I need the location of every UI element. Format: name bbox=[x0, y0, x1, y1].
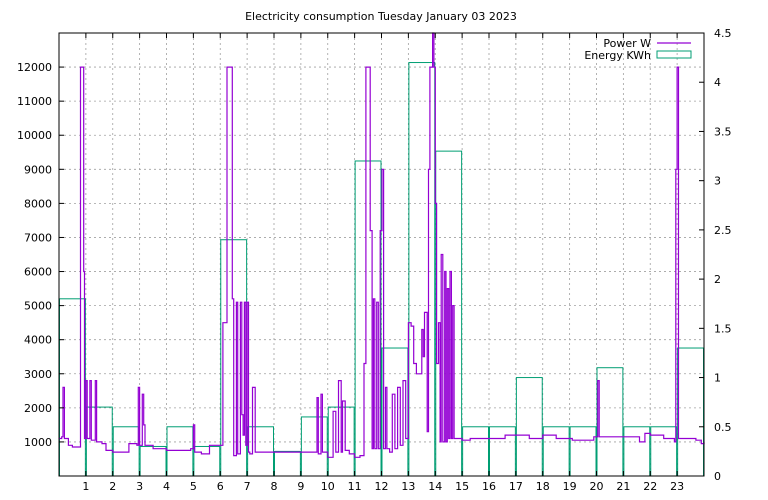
chart-legend: Power W Energy KWh bbox=[584, 37, 692, 62]
y2-tick-label: 0.5 bbox=[714, 421, 732, 434]
x-tick-label: 3 bbox=[136, 480, 143, 493]
x-tick-label: 7 bbox=[244, 480, 251, 493]
energy-bar bbox=[515, 377, 543, 477]
x-tick-label: 13 bbox=[401, 480, 415, 493]
x-tick-label: 12 bbox=[375, 480, 389, 493]
power-series-line bbox=[59, 32, 705, 458]
y-tick-label: 10000 bbox=[17, 129, 52, 142]
y-tick-label: 4000 bbox=[24, 334, 52, 347]
y2-tick-label: 1 bbox=[714, 372, 721, 385]
x-tick-label: 14 bbox=[428, 480, 442, 493]
x-tick-label: 17 bbox=[509, 480, 523, 493]
chart-title: Electricity consumption Tuesday January … bbox=[245, 10, 517, 23]
y-tick-label: 1000 bbox=[24, 436, 52, 449]
energy-bar bbox=[247, 426, 274, 477]
x-tick-label: 4 bbox=[163, 480, 170, 493]
energy-bar bbox=[139, 445, 167, 477]
energy-bar bbox=[112, 426, 140, 477]
x-tick-label: 1 bbox=[82, 480, 89, 493]
y2-tick-label: 1.5 bbox=[714, 322, 732, 335]
y2-tick-label: 2 bbox=[714, 273, 721, 286]
y-tick-label: 6000 bbox=[24, 266, 52, 279]
y-tick-label: 12000 bbox=[17, 61, 52, 74]
energy-bar bbox=[569, 426, 597, 477]
x-tick-label: 9 bbox=[297, 480, 304, 493]
y2-tick-label: 4.5 bbox=[714, 27, 732, 40]
energy-bar bbox=[408, 62, 436, 477]
y2-tick-label: 0 bbox=[714, 470, 721, 483]
y2-tick-label: 2.5 bbox=[714, 224, 732, 237]
energy-bar bbox=[489, 426, 516, 477]
energy-bar bbox=[677, 347, 704, 477]
y2-tick-label: 3 bbox=[714, 175, 721, 188]
y-tick-label: 9000 bbox=[24, 163, 52, 176]
x-tick-label: 23 bbox=[670, 480, 684, 493]
energy-bar bbox=[193, 445, 221, 477]
y2-tick-label: 4 bbox=[714, 76, 721, 89]
y-tick-label: 7000 bbox=[24, 231, 52, 244]
energy-bar bbox=[462, 426, 489, 477]
x-tick-label: 11 bbox=[348, 480, 362, 493]
x-tick-label: 21 bbox=[616, 480, 630, 493]
x-tick-label: 6 bbox=[217, 480, 224, 493]
x-tick-label: 15 bbox=[455, 480, 469, 493]
x-tick-label: 16 bbox=[482, 480, 496, 493]
x-tick-label: 2 bbox=[109, 480, 116, 493]
legend-swatch-energy bbox=[656, 50, 692, 59]
energy-bar bbox=[650, 426, 678, 477]
legend-label-power: Power W bbox=[603, 37, 651, 50]
energy-bar bbox=[166, 426, 194, 477]
legend-label-energy: Energy KWh bbox=[584, 49, 651, 62]
x-tick-label: 8 bbox=[271, 480, 278, 493]
energy-bar bbox=[542, 426, 570, 477]
x-tick-label: 10 bbox=[321, 480, 335, 493]
axis-ticks: 1 2 3 4 5 6 7 8 9 10 11 12 13 14 15 16 17 18 19 20 21 22 23100… bbox=[17, 27, 732, 493]
energy-bar bbox=[596, 367, 624, 477]
x-tick-label: 19 bbox=[563, 480, 577, 493]
x-tick-label: 20 bbox=[590, 480, 604, 493]
energy-bar bbox=[274, 450, 301, 477]
y-tick-label: 2000 bbox=[24, 402, 52, 415]
x-tick-label: 5 bbox=[190, 480, 197, 493]
x-tick-label: 22 bbox=[643, 480, 657, 493]
y-tick-label: 8000 bbox=[24, 197, 52, 210]
y-tick-label: 11000 bbox=[17, 95, 52, 108]
y-tick-label: 5000 bbox=[24, 300, 52, 313]
y-tick-label: 3000 bbox=[24, 368, 52, 381]
energy-bar bbox=[300, 416, 328, 477]
power-line bbox=[59, 32, 705, 458]
energy-bar bbox=[623, 426, 651, 477]
y2-tick-label: 3.5 bbox=[714, 125, 732, 138]
x-tick-label: 18 bbox=[536, 480, 550, 493]
